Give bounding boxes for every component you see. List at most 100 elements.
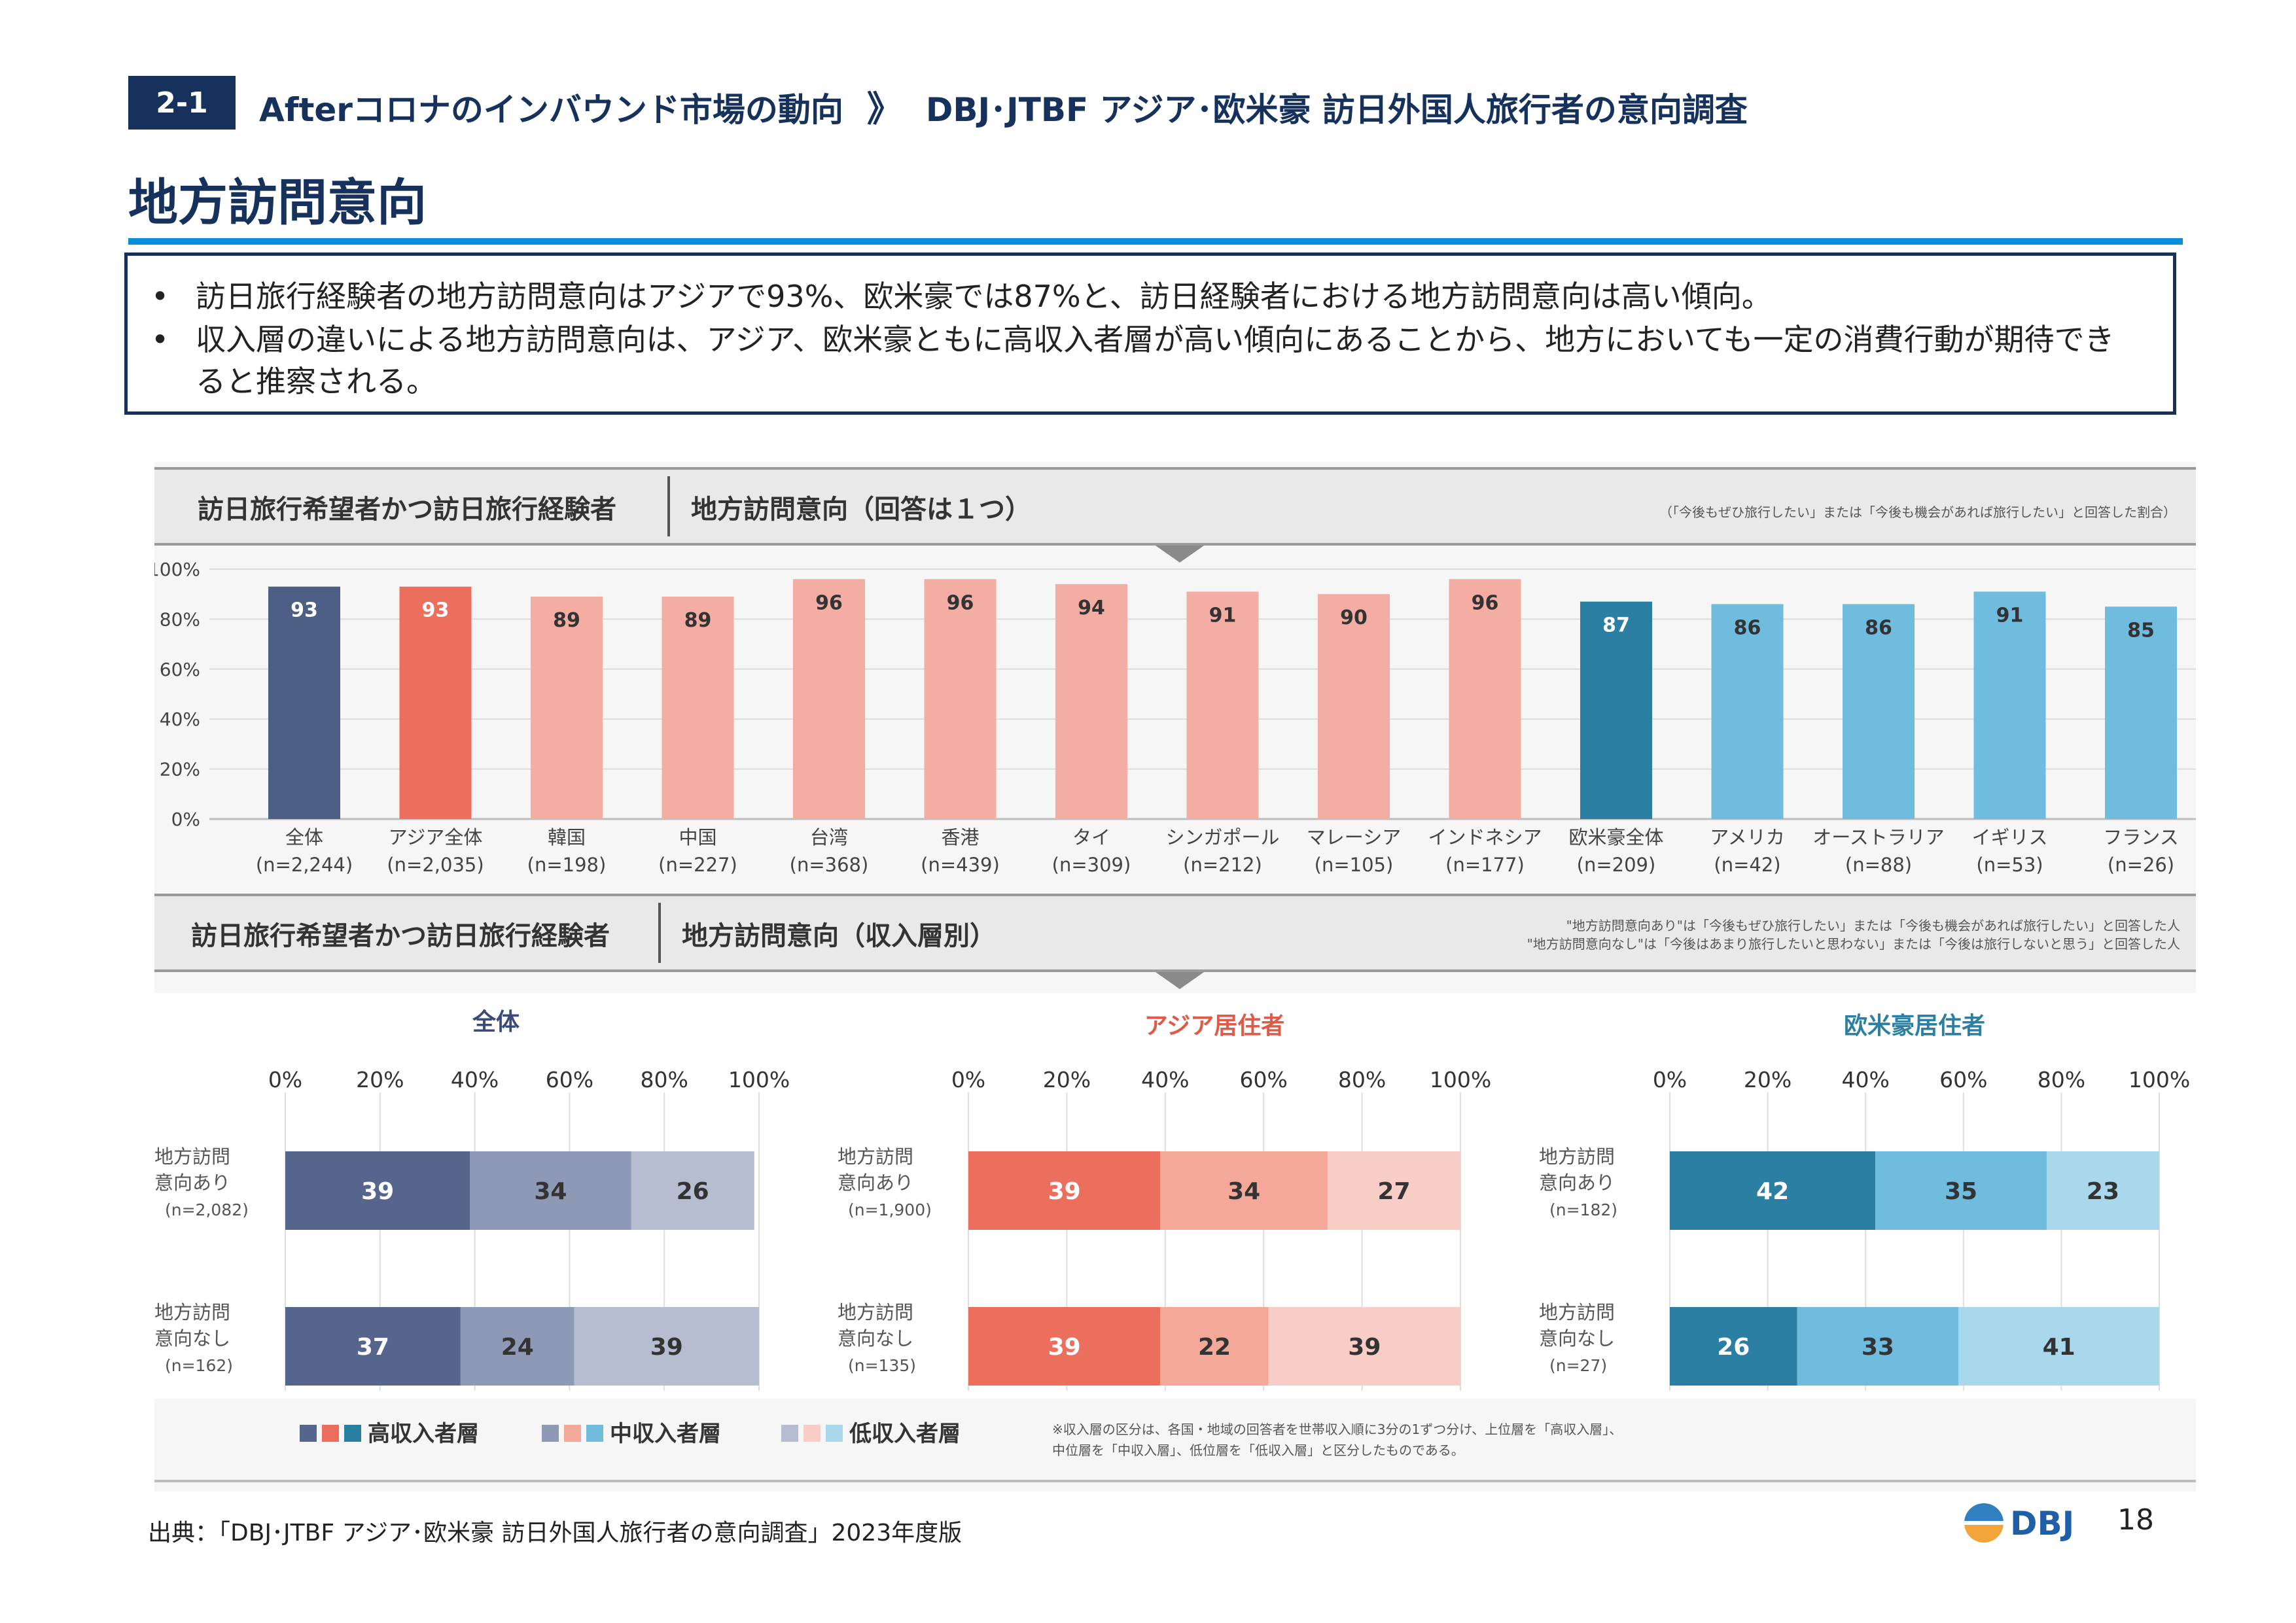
breadcrumb-separator-icon: 》 xyxy=(866,88,902,130)
chart1-data-label: 89 xyxy=(684,609,712,632)
chart1-sample-size: (n=26) xyxy=(2108,854,2174,876)
chart2-segment-label: 42 xyxy=(1756,1178,1789,1205)
page-number: 18 xyxy=(2117,1503,2154,1537)
chart2-header-top-rule xyxy=(154,894,2196,896)
chart1-data-label: 86 xyxy=(1865,616,1892,639)
chart1-data-label: 96 xyxy=(815,591,843,614)
chart1-ytick-label: 100% xyxy=(154,559,200,580)
chart2-bar-segment xyxy=(1327,1151,1460,1230)
chart1-bar xyxy=(2105,606,2177,819)
chart2-xtick-label: 40% xyxy=(451,1067,499,1092)
chart2-panel-title: 全体 xyxy=(472,1008,520,1036)
chart1-bar xyxy=(1186,591,1259,819)
chart2-header-note-1: "地方訪問意向あり"は「今後もぜひ旅行したい」または「今後も機会があれば旅行した… xyxy=(1566,918,2180,934)
chart2-panel-title: 欧米豪居住者 xyxy=(1844,1013,1985,1039)
chart2-segment-label: 26 xyxy=(1717,1334,1750,1361)
chart1-bar xyxy=(924,579,997,819)
chart1-data-label: 90 xyxy=(1340,606,1368,629)
dbj-logo-text: DBJ xyxy=(2010,1505,2074,1543)
chart1-category-label: イギリス xyxy=(1971,826,2047,848)
title-underline xyxy=(128,238,2183,245)
chart2-bar-segment xyxy=(285,1307,461,1386)
chart1-category-label: 韓国 xyxy=(548,826,586,848)
chart1-sample-size: (n=439) xyxy=(921,854,1000,876)
page-title: 地方訪問意向 xyxy=(128,173,427,232)
chart-bottom-rule xyxy=(154,1480,2196,1482)
chart2-xtick-label: 0% xyxy=(951,1067,985,1092)
chart1-sample-size: (n=2,035) xyxy=(387,854,484,876)
chart2-header-band xyxy=(154,894,2196,972)
chart1-data-label: 96 xyxy=(947,591,974,614)
chart2-row-label: 意向あり xyxy=(838,1172,913,1194)
chart1-sample-size: (n=88) xyxy=(1845,854,1912,876)
legend-swatch xyxy=(542,1425,559,1442)
legend-label: 低収入者層 xyxy=(849,1421,961,1447)
legend-swatch xyxy=(586,1425,603,1442)
chart1-sample-size: (n=212) xyxy=(1183,854,1262,876)
chart-canvas: 訪日旅行希望者かつ訪日旅行経験者 地方訪問意向（回答は１つ） （「今後もぜひ旅行した… xyxy=(154,467,2196,1482)
chart2-segment-label: 39 xyxy=(650,1334,683,1361)
chart1-bar xyxy=(1580,601,1652,819)
chart2-bar-segment xyxy=(1670,1307,1797,1386)
chart2-bar-segment xyxy=(1670,1151,1876,1230)
chart2-row-label: 地方訪問 xyxy=(838,1145,913,1168)
chart1-sample-size: (n=177) xyxy=(1445,854,1525,876)
source-citation: 出典：「DBJ･JTBF アジア･欧米豪 訪日外国人旅行者の意向調査」2023年… xyxy=(148,1520,963,1546)
chart1-ytick-label: 80% xyxy=(160,608,200,630)
chart1-bar xyxy=(1449,579,1521,819)
breadcrumb: Afterコロナのインバウンド市場の動向》 DBJ･JTBF アジア･欧米豪 訪日… xyxy=(259,80,1748,131)
bullet-icon: • xyxy=(151,322,169,357)
chart1-category-label: 台湾 xyxy=(810,826,848,848)
chart1-data-label: 91 xyxy=(1209,604,1237,627)
legend-swatch xyxy=(564,1425,581,1442)
chart1-data-label: 93 xyxy=(291,599,318,622)
chart1-sample-size: (n=198) xyxy=(527,854,607,876)
chart1-bar xyxy=(1711,604,1784,819)
chart2-panel-title: アジア居住者 xyxy=(1144,1013,1285,1039)
breadcrumb-survey: DBJ･JTBF アジア･欧米豪 訪日外国人旅行者の意向調査 xyxy=(925,91,1748,129)
chart2-row-label: 意向あり xyxy=(154,1172,230,1194)
legend-label: 高収入者層 xyxy=(368,1421,479,1447)
chart2-bar-segment xyxy=(1160,1307,1269,1386)
chart-area: 訪日旅行希望者かつ訪日旅行経験者 地方訪問意向（回答は１つ） （「今後もぜひ旅行した… xyxy=(154,462,2196,1492)
chart2-row-label: 意向なし xyxy=(838,1327,913,1350)
chart1-ytick-label: 20% xyxy=(160,759,200,780)
chart1-category-label: 中国 xyxy=(679,826,716,848)
chart2-header-bottom-rule xyxy=(154,969,2196,972)
legend-swatch xyxy=(300,1425,317,1442)
chart1-category-label: アジア全体 xyxy=(389,826,483,848)
chart2-xtick-label: 80% xyxy=(2038,1067,2085,1092)
chart1-bar xyxy=(1843,604,1915,819)
chart2-footnote-2: 中位層を「中収入層」、低位層を「低収入層」と区分したものである。 xyxy=(1052,1442,1464,1458)
chart1-header-band xyxy=(154,467,2196,546)
chart1-header-top-rule xyxy=(154,467,2196,470)
chart1-category-label: 香港 xyxy=(941,826,979,848)
chart2-row-label: 地方訪問 xyxy=(838,1301,913,1323)
chart2-xtick-label: 0% xyxy=(1653,1067,1687,1092)
chart2-xtick-label: 60% xyxy=(1240,1067,1288,1092)
chart2-xtick-label: 0% xyxy=(268,1067,302,1092)
chart1-category-label: アメリカ xyxy=(1710,826,1785,848)
chart1-sample-size: (n=42) xyxy=(1714,854,1780,876)
chart2-bar-segment xyxy=(2046,1151,2159,1230)
chart2-segment-label: 35 xyxy=(1945,1178,1977,1205)
chart1-category-label: シンガポール xyxy=(1165,826,1279,848)
chart1-category-label: マレーシア xyxy=(1307,826,1401,848)
chart1-bar xyxy=(662,597,734,819)
legend-swatch xyxy=(322,1425,339,1442)
chart2-xtick-label: 80% xyxy=(641,1067,688,1092)
chart1-bar xyxy=(1055,584,1127,819)
summary-text-2: 収入層の違いによる地方訪問意向は、アジア、欧米豪ともに高収入者層が高い傾向にある… xyxy=(196,322,2115,399)
chart2-header-note-2: "地方訪問意向なし"は「今後はあまり旅行したいと思わない」または「今後は旅行しな… xyxy=(1527,936,2180,952)
chart2-xtick-label: 100% xyxy=(2128,1067,2190,1092)
chart1-bar xyxy=(399,586,472,819)
summary-text-1: 訪日旅行経験者の地方訪問意向はアジアで93%、欧米豪では87%と、訪日経験者にお… xyxy=(196,279,1772,314)
chart2-bar-segment xyxy=(1268,1307,1460,1386)
dbj-logo: DBJ xyxy=(1964,1503,2074,1543)
chart2-xtick-label: 60% xyxy=(1939,1067,1987,1092)
chart2-segment-label: 39 xyxy=(1348,1334,1381,1361)
legend-label: 中収入者層 xyxy=(610,1421,721,1447)
legend-swatch xyxy=(344,1425,361,1442)
chart1-header-divider xyxy=(667,476,670,536)
chart2-xtick-label: 100% xyxy=(728,1067,790,1092)
